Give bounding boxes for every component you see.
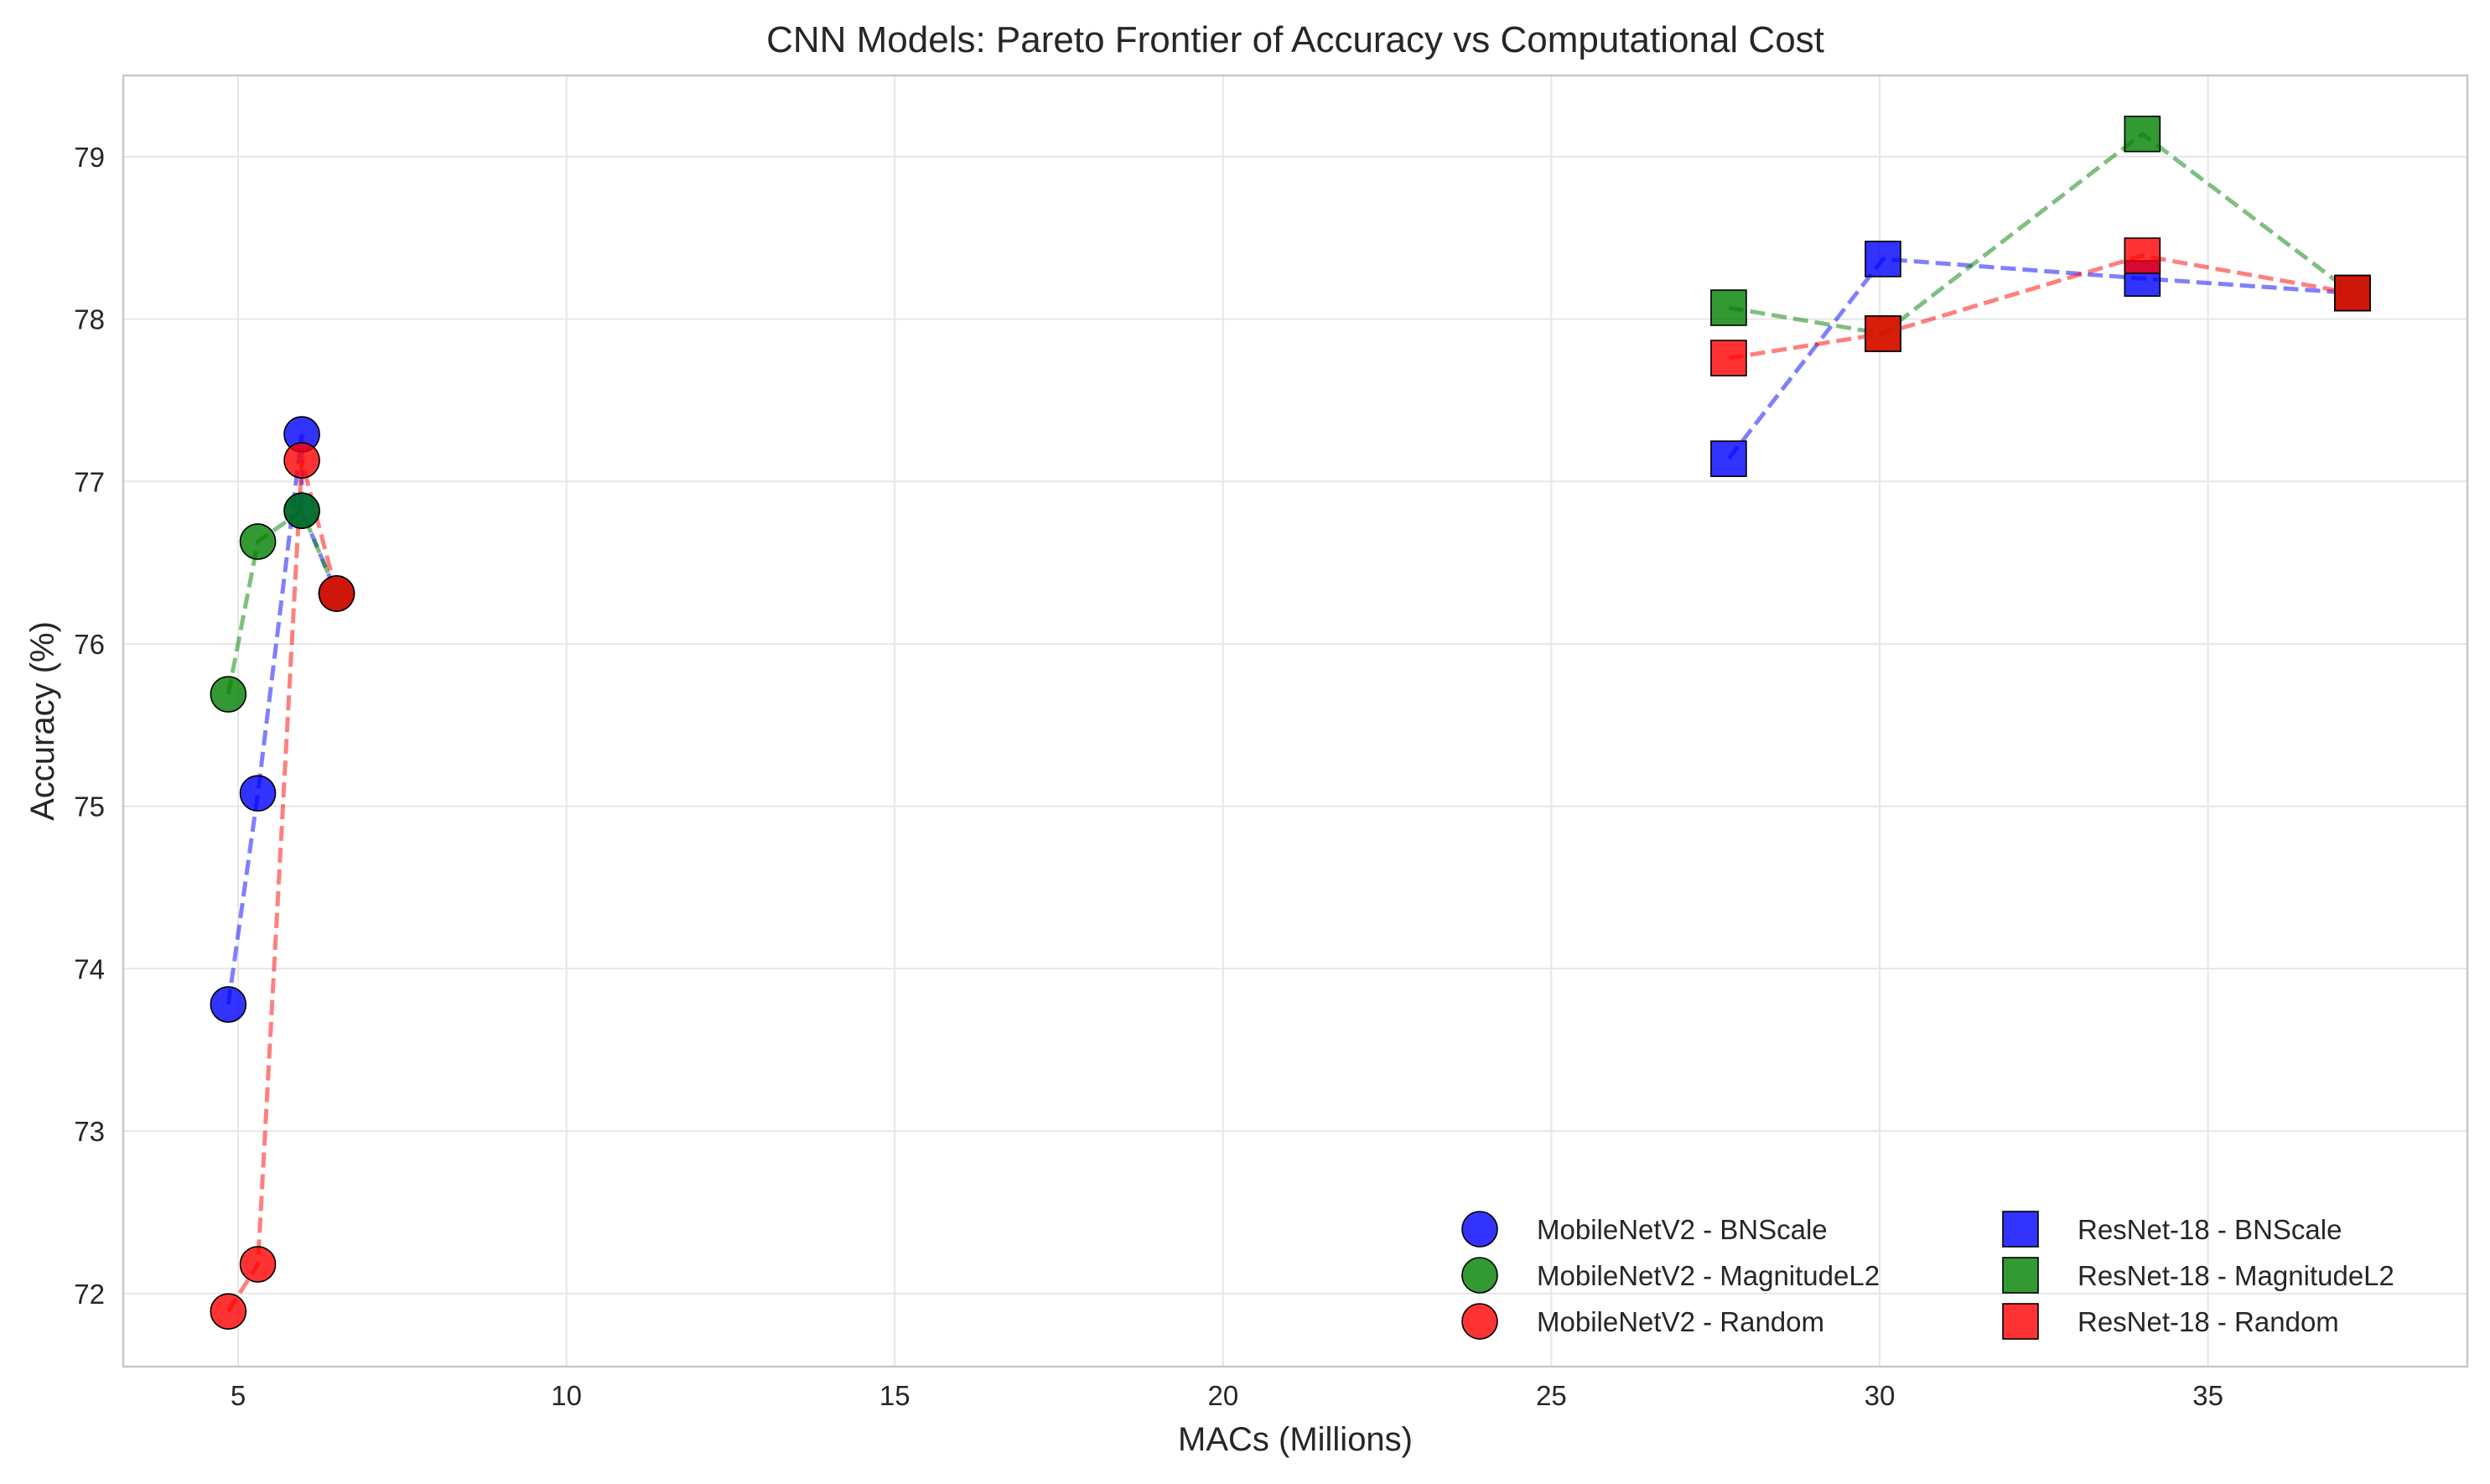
series-line-mobilenetv2-magnitudel2 bbox=[226, 507, 339, 695]
legend-marker bbox=[1461, 1257, 1498, 1294]
y-tick-label: 73 bbox=[74, 1116, 105, 1147]
series-line-resnet-18-magnitudel2 bbox=[1728, 131, 2354, 336]
legend-marker bbox=[1461, 1303, 1498, 1340]
data-point-mobilenetv2-random bbox=[210, 1293, 247, 1330]
data-point-resnet-18-bnscale bbox=[1710, 440, 1747, 477]
data-point-mobilenetv2-random bbox=[283, 442, 320, 479]
data-point-resnet-18-magnitudel2 bbox=[2124, 115, 2161, 153]
data-point-resnet-18-random bbox=[2334, 274, 2371, 312]
x-tick-label: 10 bbox=[551, 1380, 582, 1411]
chart-title: CNN Models: Pareto Frontier of Accuracy … bbox=[766, 19, 1824, 60]
data-point-mobilenetv2-bnscale bbox=[210, 986, 247, 1023]
legend-marker bbox=[2002, 1211, 2039, 1248]
data-markers bbox=[210, 115, 2371, 1330]
y-tick-label: 76 bbox=[74, 629, 105, 660]
legend-marker bbox=[2002, 1303, 2039, 1340]
x-tick-label: 25 bbox=[1536, 1380, 1567, 1411]
data-point-mobilenetv2-magnitudel2 bbox=[239, 523, 277, 560]
legend-label: MobileNetV2 - BNScale bbox=[1537, 1214, 1828, 1245]
data-point-mobilenetv2-magnitudel2 bbox=[210, 676, 247, 713]
legend: MobileNetV2 - BNScale MobileNetV2 - Magni… bbox=[1461, 1211, 2394, 1340]
series-line-resnet-18-bnscale bbox=[1726, 257, 2353, 460]
plot-background bbox=[123, 75, 2467, 1367]
data-point-mobilenetv2-random bbox=[318, 575, 355, 612]
legend-marker bbox=[2002, 1257, 2039, 1294]
data-point-mobilenetv2-random bbox=[239, 1246, 277, 1283]
series-line-resnet-18-random bbox=[1728, 253, 2353, 361]
plot-frame bbox=[122, 74, 2469, 1368]
legend-label: MobileNetV2 - Random bbox=[1537, 1306, 1824, 1337]
legend-label: ResNet-18 - Random bbox=[2078, 1306, 2339, 1337]
y-tick-label: 74 bbox=[74, 953, 105, 984]
data-point-mobilenetv2-bnscale bbox=[239, 775, 277, 812]
y-axis-ticks: 72 73 74 75 76 77 78 79 bbox=[74, 142, 105, 1310]
x-axis-label: MACs (Millions) bbox=[1178, 1421, 1413, 1458]
x-axis-ticks: 5 10 15 20 25 30 35 bbox=[231, 1380, 2223, 1411]
x-tick-label: 30 bbox=[1865, 1380, 1896, 1411]
data-point-resnet-18-magnitudel2 bbox=[1710, 289, 1747, 326]
x-tick-label: 20 bbox=[1207, 1380, 1238, 1411]
legend-label: ResNet-18 - BNScale bbox=[2078, 1214, 2342, 1245]
data-point-resnet-18-random bbox=[2124, 237, 2161, 274]
x-tick-label: 15 bbox=[879, 1380, 910, 1411]
legend-label: ResNet-18 - MagnitudeL2 bbox=[2078, 1260, 2394, 1291]
data-point-resnet-18-bnscale bbox=[1865, 241, 1901, 278]
y-tick-label: 79 bbox=[74, 142, 105, 173]
y-tick-label: 78 bbox=[74, 304, 105, 335]
data-point-mobilenetv2-magnitudel2 bbox=[283, 492, 320, 529]
grid-lines bbox=[123, 75, 2467, 1367]
y-tick-label: 72 bbox=[74, 1279, 105, 1310]
x-tick-label: 35 bbox=[2192, 1380, 2223, 1411]
legend-marker bbox=[1461, 1211, 1498, 1248]
series-line-mobilenetv2-random bbox=[226, 459, 339, 1313]
data-point-resnet-18-random bbox=[1865, 315, 1901, 352]
x-tick-label: 5 bbox=[231, 1380, 246, 1411]
y-axis-label: Accuracy (%) bbox=[24, 621, 61, 821]
y-tick-label: 75 bbox=[74, 791, 105, 822]
legend-label: MobileNetV2 - MagnitudeL2 bbox=[1537, 1260, 1880, 1291]
y-tick-label: 77 bbox=[74, 466, 105, 497]
data-point-resnet-18-random bbox=[1710, 340, 1747, 376]
